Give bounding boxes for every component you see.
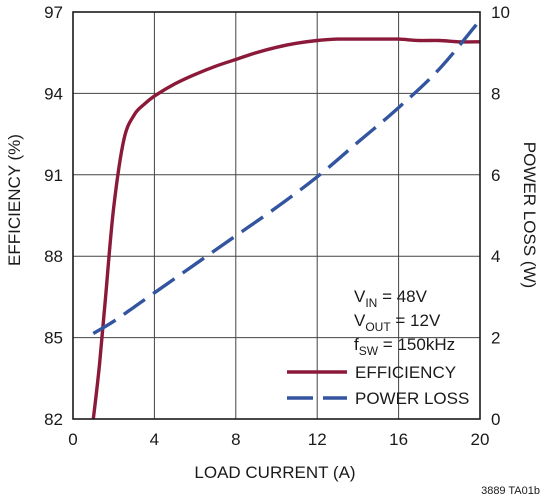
annotation-line-2: fSW = 150kHz — [354, 335, 455, 358]
y2-axis-label: POWER LOSS (W) — [520, 142, 539, 288]
legend-label-efficiency: EFFICIENCY — [355, 363, 456, 382]
figure-code: 3889 TA01b — [481, 485, 540, 497]
y-tick-labels: 82 85 88 91 94 97 — [44, 3, 63, 429]
annotation-line-1: VOUT = 12V — [354, 311, 441, 334]
legend: EFFICIENCY POWER LOSS — [287, 363, 469, 408]
y-tick-label-0: 82 — [44, 410, 63, 429]
x-tick-label-3: 12 — [308, 430, 327, 449]
x-tick-label-1: 4 — [150, 430, 159, 449]
y-tick-label-5: 97 — [44, 3, 63, 22]
x-tick-label-4: 16 — [389, 430, 408, 449]
y2-tick-labels: 0 2 4 6 8 10 — [491, 3, 510, 429]
y2-tick-label-1: 2 — [491, 329, 500, 348]
y2-tick-label-3: 6 — [491, 166, 500, 185]
y-tick-label-2: 88 — [44, 247, 63, 266]
series-layer — [91, 19, 482, 420]
series-line-efficiency — [91, 37, 481, 420]
y-tick-label-1: 85 — [44, 329, 63, 348]
x-axis-label: LOAD CURRENT (A) — [194, 463, 355, 482]
y2-tick-label-2: 4 — [491, 247, 500, 266]
annotation-line-0: VIN = 48V — [354, 287, 428, 310]
x-tick-label-2: 8 — [231, 430, 240, 449]
plot-frame — [72, 11, 481, 420]
y2-tick-label-5: 10 — [491, 3, 510, 22]
grid — [72, 11, 481, 420]
y2-tick-label-4: 8 — [491, 84, 500, 103]
x-tick-labels: 0 4 8 12 16 20 — [68, 430, 489, 449]
legend-label-power-loss: POWER LOSS — [355, 389, 469, 408]
y-axis-label: EFFICIENCY (%) — [5, 134, 24, 266]
y-tick-label-4: 94 — [44, 84, 63, 103]
y2-tick-label-0: 0 — [491, 410, 500, 429]
x-tick-label-5: 20 — [471, 430, 490, 449]
y-tick-label-3: 91 — [44, 166, 63, 185]
series-line-power-loss — [92, 19, 482, 335]
x-tick-label-0: 0 — [68, 430, 77, 449]
